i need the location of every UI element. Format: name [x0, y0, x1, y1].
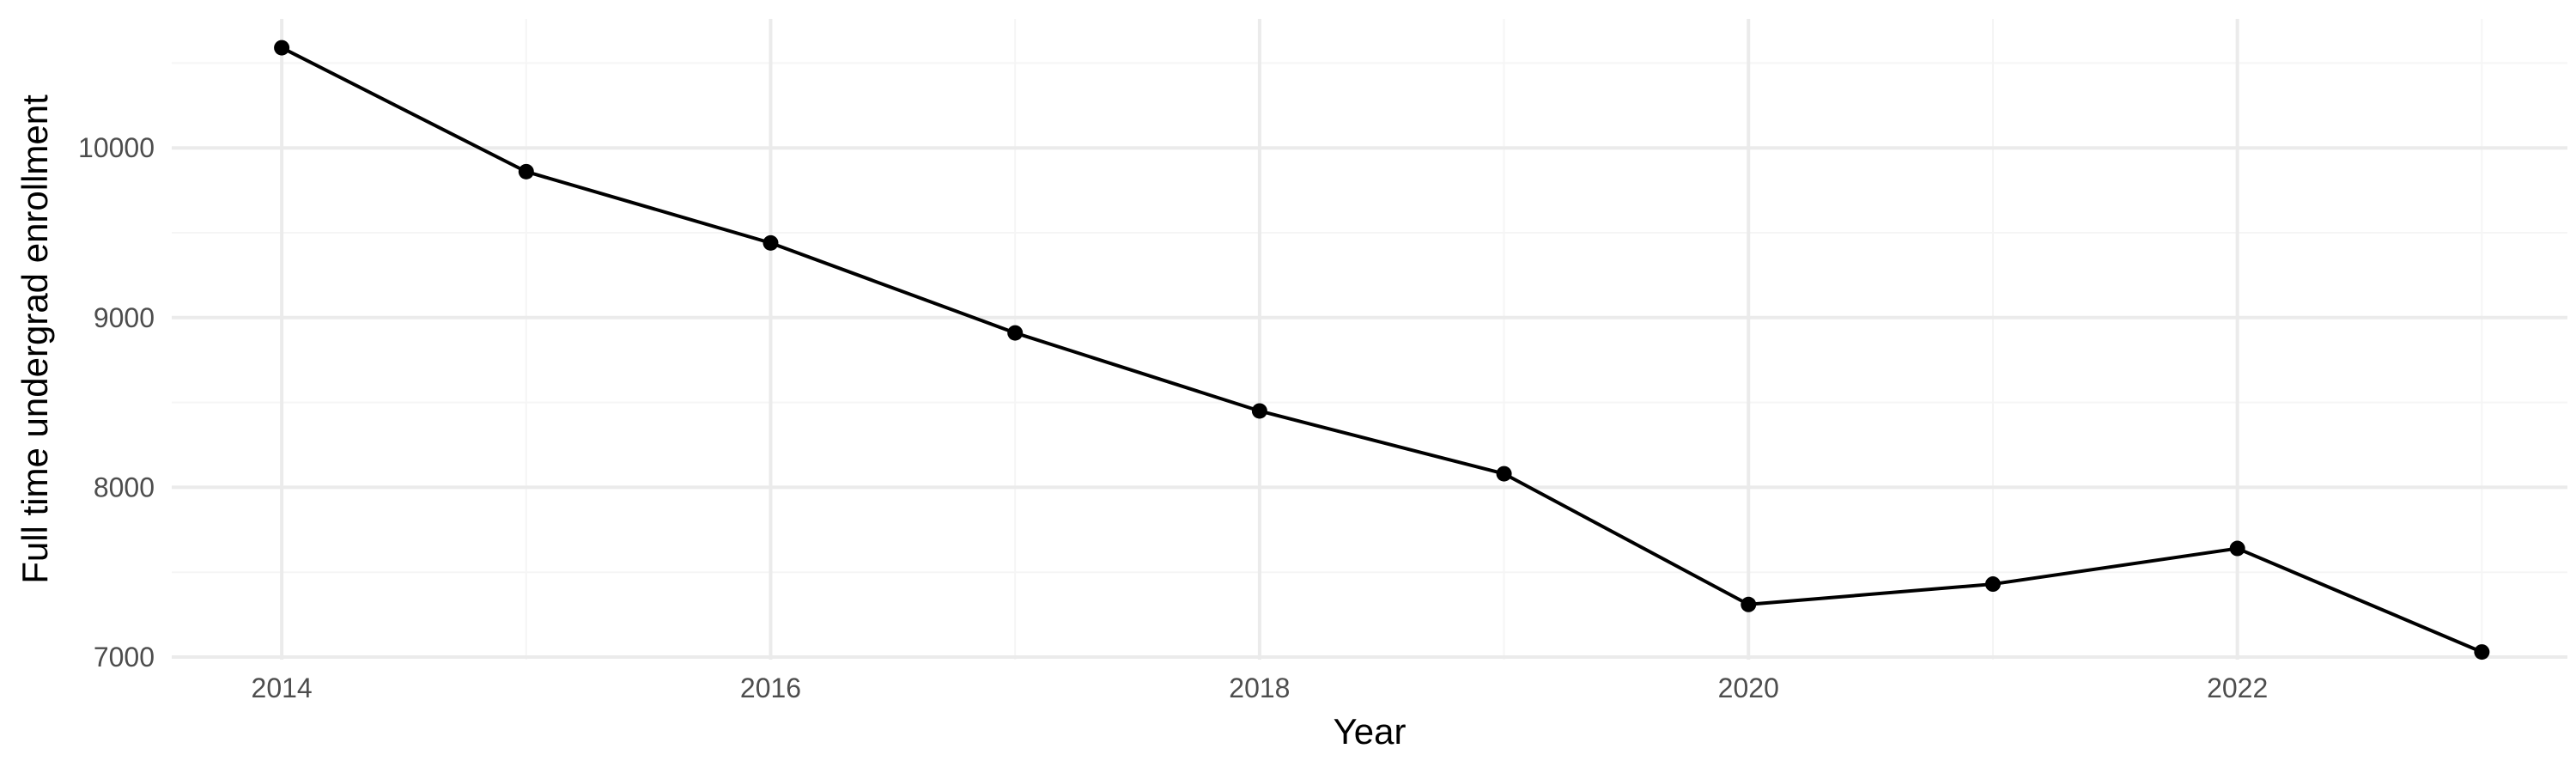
y-tick-label: 7000	[94, 642, 155, 673]
y-tick-label: 10000	[78, 132, 155, 163]
series-line	[281, 46, 2483, 654]
x-axis-title: Year	[1334, 711, 1406, 752]
y-tick-labels: 7000 8000 9000 10000	[78, 132, 155, 673]
data-point	[1251, 403, 1267, 419]
data-point	[1984, 576, 2001, 593]
minor-gridlines	[172, 19, 2567, 660]
data-point	[518, 163, 534, 180]
x-tick-label: 2022	[2207, 673, 2268, 703]
data-point	[762, 234, 779, 251]
x-tick-label: 2020	[1718, 673, 1779, 703]
data-point	[1496, 466, 1512, 482]
x-tick-labels: 2014 2016 2018 2020 2022	[252, 673, 2269, 703]
data-point	[274, 40, 290, 56]
y-tick-label: 9000	[94, 302, 155, 333]
x-tick-label: 2014	[252, 673, 313, 703]
y-tick-label: 8000	[94, 472, 155, 502]
data-point	[1007, 325, 1024, 341]
data-point	[2229, 540, 2245, 557]
series-layer	[274, 40, 2490, 660]
y-axis-title: Full time undergrad enrollment	[15, 94, 55, 584]
major-gridlines	[172, 19, 2567, 660]
data-point	[2474, 644, 2490, 660]
x-tick-label: 2016	[740, 673, 801, 703]
x-tick-label: 2018	[1229, 673, 1290, 703]
data-point	[1741, 596, 1757, 612]
